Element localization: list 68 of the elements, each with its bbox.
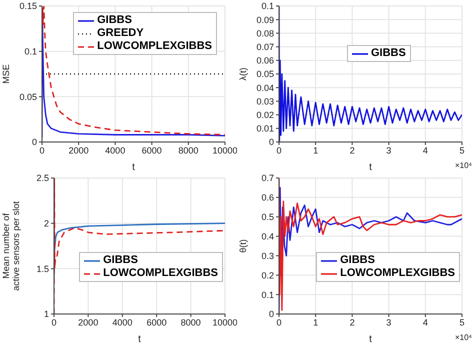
y-tick-label: 0.06 xyxy=(256,56,274,66)
y-tick-label: 0.05 xyxy=(256,69,274,80)
legend-label: GIBBS xyxy=(97,14,132,27)
y-tick-label: 0.01 xyxy=(256,124,274,134)
x-axis-title: t xyxy=(369,334,372,345)
x-tick-label: 3 xyxy=(386,317,392,328)
y-tick-label: 0.09 xyxy=(256,14,274,25)
x-tick-label: 2 xyxy=(350,145,355,156)
x-axis-title: t xyxy=(132,162,136,173)
y-axis-title: θ(t) xyxy=(238,239,248,253)
y-tick-label: 0.3 xyxy=(261,250,274,261)
y-tick-label: 0.08 xyxy=(256,28,274,38)
y-tick-label: 0 xyxy=(32,137,37,148)
y-axis-title: Mean number of active sensors per slot xyxy=(1,200,21,291)
legend-label: LOWCOMPLEXGIBBS xyxy=(103,267,218,280)
text: ×10⁴ xyxy=(454,333,472,342)
legend-label: LOWCOMPLEXGIBBS xyxy=(340,267,455,280)
x-tick-label: 8000 xyxy=(178,145,198,156)
y-axis-title: MSE xyxy=(1,64,11,84)
x-tick-label: 4000 xyxy=(105,145,126,156)
x-tick-label: 4 xyxy=(422,145,428,156)
x-tick-label: 0 xyxy=(276,145,282,156)
x-tick-label: 1 xyxy=(313,145,318,156)
x-tick-label: 1 xyxy=(313,317,318,328)
legend-label: GIBBS xyxy=(340,254,375,267)
x-tick-label: 2 xyxy=(350,317,355,328)
x-tick-label: 10000 xyxy=(212,145,238,156)
x-tick-label: 8000 xyxy=(180,317,201,328)
x-tick-label: 2000 xyxy=(78,317,98,328)
x-tick-label: 6000 xyxy=(146,317,167,328)
x-tick-label: 4 xyxy=(422,317,428,328)
y-tick-label: 1.5 xyxy=(36,264,49,274)
legend-label: GIBBS xyxy=(103,254,138,267)
y-tick-label: 0.07 xyxy=(256,42,274,52)
legend-label: GREEDY xyxy=(97,27,144,40)
y-tick-label: 0.04 xyxy=(256,82,274,93)
y-tick-label: 0.1 xyxy=(261,1,274,12)
x-axis-title: t xyxy=(138,334,142,345)
x-tick-label: 6000 xyxy=(142,145,162,156)
legend-label: GIBBS xyxy=(371,47,406,60)
x-tick-label: 10000 xyxy=(212,317,238,328)
y-tick-label: 0.6 xyxy=(261,192,274,203)
x-tick-label: 3 xyxy=(386,145,392,156)
y-tick-label: 0.02 xyxy=(256,110,274,120)
y-tick-label: 0.5 xyxy=(261,212,274,222)
y-tick-label: 0 xyxy=(268,309,274,320)
y-tick-label: 2 xyxy=(44,218,49,229)
y-tick-label: 0 xyxy=(268,137,274,148)
x-tick-label: 4000 xyxy=(112,317,132,328)
y-tick-label: 0.05 xyxy=(19,92,37,102)
x-tick-label: 0 xyxy=(51,317,57,328)
y-tick-label: 0.1 xyxy=(24,46,37,57)
y-tick-label: 0.4 xyxy=(261,231,274,242)
y-axis-title: λ(t) xyxy=(238,68,248,80)
y-tick-label: 0.7 xyxy=(261,173,274,184)
x-tick-label: 2000 xyxy=(68,145,89,156)
y-tick-label: 0.1 xyxy=(261,290,274,300)
x-tick-label: 5 xyxy=(459,145,465,156)
y-tick-label: 2.5 xyxy=(36,173,49,184)
x-axis-title: t xyxy=(369,162,372,173)
y-tick-label: 0.2 xyxy=(261,270,274,280)
y-tick-label: 0.15 xyxy=(19,1,37,12)
x-tick-label: 0 xyxy=(276,317,282,328)
x-tick-label: 5 xyxy=(459,317,465,328)
legend-label: LOWCOMPLEXGIBBS xyxy=(97,40,212,53)
y-tick-label: 1 xyxy=(44,309,49,320)
text: ×10⁴ xyxy=(454,161,472,170)
y-tick-label: 0.03 xyxy=(256,96,274,106)
